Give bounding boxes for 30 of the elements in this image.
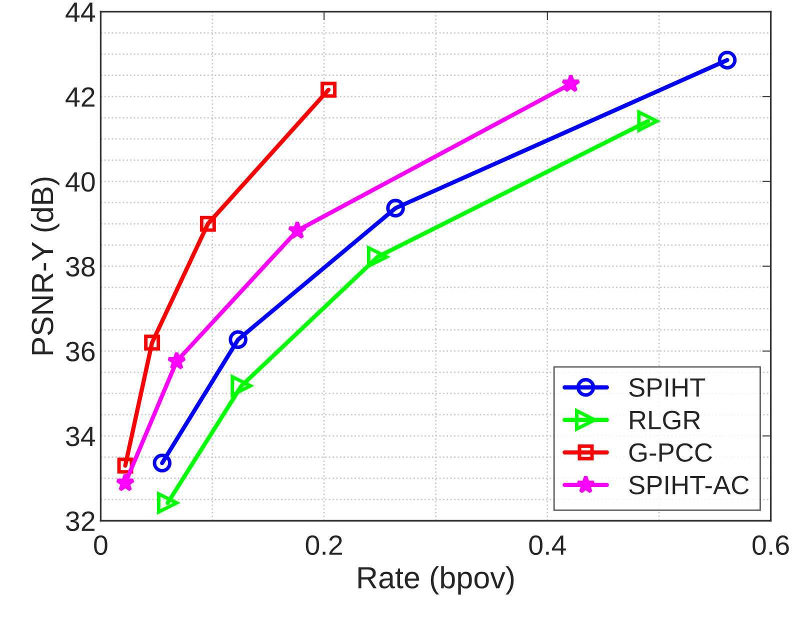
legend-label: G-PCC: [629, 443, 712, 462]
point: [152, 454, 172, 472]
x-axis-title: Rate (bpov): [358, 566, 514, 595]
point: [166, 351, 186, 370]
y-tick-label: 42: [66, 87, 94, 107]
x-tick-label: 0.4: [529, 535, 566, 556]
legend-label: SPIHT: [629, 378, 706, 397]
x-tick-label: 0.6: [752, 535, 789, 556]
y-tick-label: 38: [66, 256, 95, 277]
y-tick-label: 44: [66, 2, 96, 22]
x-tick-label: 0.2: [306, 535, 342, 556]
point: [228, 330, 248, 349]
legend-label: SPIHT-AC: [629, 476, 749, 494]
y-tick-label: 34: [66, 426, 96, 446]
point: [230, 375, 252, 397]
point: [561, 74, 581, 92]
y-tick-label: 40: [66, 172, 95, 192]
point: [200, 216, 216, 232]
point: [637, 110, 659, 132]
point: [144, 334, 160, 351]
y-tick-label: 32: [66, 511, 94, 532]
legend-label: RLGR: [630, 410, 700, 430]
point: [718, 50, 737, 70]
point: [116, 472, 135, 492]
point: [386, 198, 405, 218]
y-axis-title: PSNR-Y (dB): [30, 178, 60, 354]
x-tick-label: 0: [94, 535, 108, 556]
point: [288, 220, 307, 240]
y-tick-label: 36: [66, 342, 95, 362]
point: [320, 82, 337, 98]
